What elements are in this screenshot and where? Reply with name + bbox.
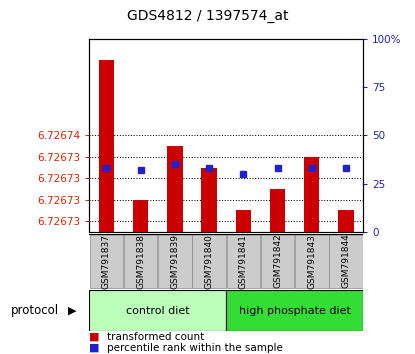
Bar — [329, 234, 363, 288]
Text: percentile rank within the sample: percentile rank within the sample — [107, 343, 283, 353]
Text: GDS4812 / 1397574_at: GDS4812 / 1397574_at — [127, 9, 288, 23]
Bar — [133, 200, 148, 232]
Text: GSM791844: GSM791844 — [342, 234, 351, 289]
Bar — [201, 167, 217, 232]
Text: ■: ■ — [89, 332, 100, 342]
Bar — [124, 234, 157, 288]
Bar — [90, 234, 123, 288]
Text: GSM791839: GSM791839 — [170, 234, 179, 289]
Bar — [304, 157, 320, 232]
Text: GSM791840: GSM791840 — [205, 234, 214, 289]
Bar — [227, 234, 260, 288]
Bar — [226, 290, 363, 331]
Text: GSM791841: GSM791841 — [239, 234, 248, 289]
Bar — [167, 146, 183, 232]
Text: GSM791843: GSM791843 — [307, 234, 316, 289]
Bar — [338, 210, 354, 232]
Text: ■: ■ — [89, 343, 100, 353]
Text: GSM791838: GSM791838 — [136, 234, 145, 289]
Bar — [270, 189, 285, 232]
Text: GSM791842: GSM791842 — [273, 234, 282, 289]
Text: high phosphate diet: high phosphate diet — [239, 306, 351, 316]
Text: GSM791837: GSM791837 — [102, 234, 111, 289]
Bar — [158, 234, 192, 288]
Bar — [236, 210, 251, 232]
Bar — [99, 61, 114, 232]
Text: protocol: protocol — [10, 304, 59, 317]
Text: transformed count: transformed count — [107, 332, 204, 342]
Bar — [192, 234, 226, 288]
Bar — [261, 234, 294, 288]
Text: ▶: ▶ — [68, 306, 77, 316]
Bar — [295, 234, 329, 288]
Text: control diet: control diet — [126, 306, 190, 316]
Bar — [89, 290, 226, 331]
